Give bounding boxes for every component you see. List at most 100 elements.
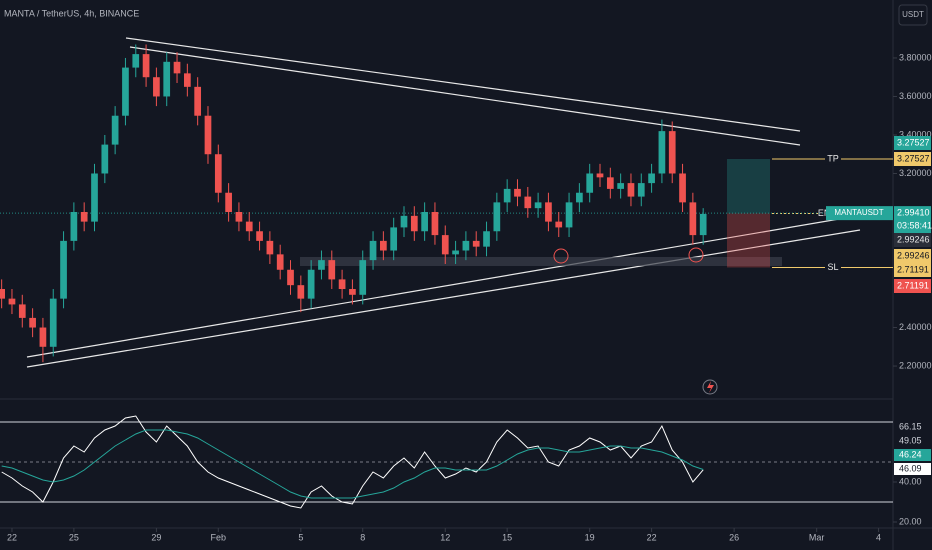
y-tick-label: 3.80000 xyxy=(899,52,932,62)
current-tag-bg xyxy=(894,206,931,235)
y-tick-label: 3.40000 xyxy=(899,129,932,139)
trendline xyxy=(129,46,801,146)
entry-tag-bg xyxy=(894,249,931,263)
candle-body xyxy=(390,227,398,251)
candle-body xyxy=(555,221,563,228)
candle-body xyxy=(266,240,274,255)
support-zone xyxy=(300,257,782,266)
candle-body xyxy=(452,250,459,255)
candle-body xyxy=(576,192,583,203)
tp-tag-bg xyxy=(894,152,931,166)
symbol-tag: MANTAUSDT xyxy=(834,208,883,217)
candle-body xyxy=(276,254,284,270)
candle-body xyxy=(565,202,573,228)
loss-zone xyxy=(727,213,770,268)
candle-body xyxy=(627,183,635,197)
candle-body xyxy=(297,285,305,299)
candle-body xyxy=(617,183,624,189)
candle-body xyxy=(658,131,666,174)
tp-tag: 3.27527 xyxy=(897,137,930,147)
candle-body xyxy=(307,269,315,299)
entry-tag: 2.99246 xyxy=(897,250,930,260)
profit-zone xyxy=(727,158,770,214)
candle-body xyxy=(441,235,449,255)
x-tick-label: 4 xyxy=(876,532,881,542)
touch-circle xyxy=(688,247,704,263)
y-tick-label: 2.20000 xyxy=(899,360,932,370)
x-tick-label: Mar xyxy=(809,532,825,542)
candle-body xyxy=(256,231,263,241)
x-tick-label: 26 xyxy=(729,532,739,542)
candle-body xyxy=(462,240,470,251)
rsi-tag-bg xyxy=(894,449,931,461)
candle-body xyxy=(318,260,325,270)
symbol-title: MANTA / TetherUS, 4h, BINANCE xyxy=(4,8,139,18)
candle-body xyxy=(214,154,222,193)
level-label: TP xyxy=(827,153,839,163)
candle-body xyxy=(534,202,542,209)
candle-body xyxy=(39,327,47,347)
current-tag: 2.99410 xyxy=(897,208,930,218)
rsi-tag-bg xyxy=(894,435,931,447)
candle-body xyxy=(545,202,552,222)
x-tick-label: 5 xyxy=(298,532,303,542)
rsi-line xyxy=(1,429,704,499)
x-tick-label: 19 xyxy=(585,532,595,542)
x-tick-label: 22 xyxy=(7,532,17,542)
candle-body xyxy=(586,173,594,193)
candle-body xyxy=(163,61,171,97)
candle-body xyxy=(0,289,6,299)
candle-body xyxy=(225,192,232,212)
candle-body xyxy=(380,240,387,251)
candle-body xyxy=(410,215,418,232)
candle-body xyxy=(637,183,645,197)
rsi-line xyxy=(1,415,704,509)
candle-body xyxy=(235,211,243,222)
trendlines xyxy=(26,37,861,368)
x-tick-label: 8 xyxy=(360,532,365,542)
symbol-tag-bg xyxy=(826,206,893,221)
candle-body xyxy=(287,269,294,286)
x-tick-label: 12 xyxy=(440,532,450,542)
x-tick-label: 15 xyxy=(502,532,512,542)
candle-body xyxy=(29,317,36,328)
candle-body xyxy=(183,73,191,87)
candle-body xyxy=(699,213,707,236)
candle-body xyxy=(668,131,676,174)
candle-body xyxy=(8,298,16,305)
entry-tag-bg xyxy=(894,233,931,247)
candle-body xyxy=(431,211,439,236)
candle-body xyxy=(606,177,614,189)
currency-button[interactable] xyxy=(898,4,928,26)
candle-body xyxy=(142,54,150,78)
candle-body xyxy=(328,260,336,280)
currency-label: USDT xyxy=(902,10,924,19)
x-tick-label: 22 xyxy=(647,532,657,542)
rsi-tag: 49.05 xyxy=(899,435,922,445)
tp-tag: 3.27527 xyxy=(897,153,930,163)
candle-body xyxy=(132,54,140,68)
alert-icon[interactable] xyxy=(702,379,718,395)
sl-tag-bg xyxy=(894,263,931,277)
level-label-bg xyxy=(825,261,841,274)
candle-body xyxy=(204,115,212,155)
candle-body xyxy=(245,221,253,232)
candle-body xyxy=(122,67,129,116)
candle-body xyxy=(524,196,532,209)
candle-body xyxy=(596,173,604,178)
touch-circle xyxy=(553,248,569,264)
candle-body xyxy=(111,115,119,145)
y-tick-label: 3.20000 xyxy=(899,168,932,178)
candle-body xyxy=(493,202,501,232)
level-label: SL xyxy=(827,262,838,272)
trendline xyxy=(125,37,801,132)
candle-body xyxy=(514,188,521,197)
trendline xyxy=(26,229,861,368)
candle-body xyxy=(472,240,480,247)
y-tick-label: 2.40000 xyxy=(899,322,932,332)
candle-body xyxy=(80,211,88,222)
candle-body xyxy=(421,211,428,232)
sl-tag: 2.71191 xyxy=(897,280,929,290)
